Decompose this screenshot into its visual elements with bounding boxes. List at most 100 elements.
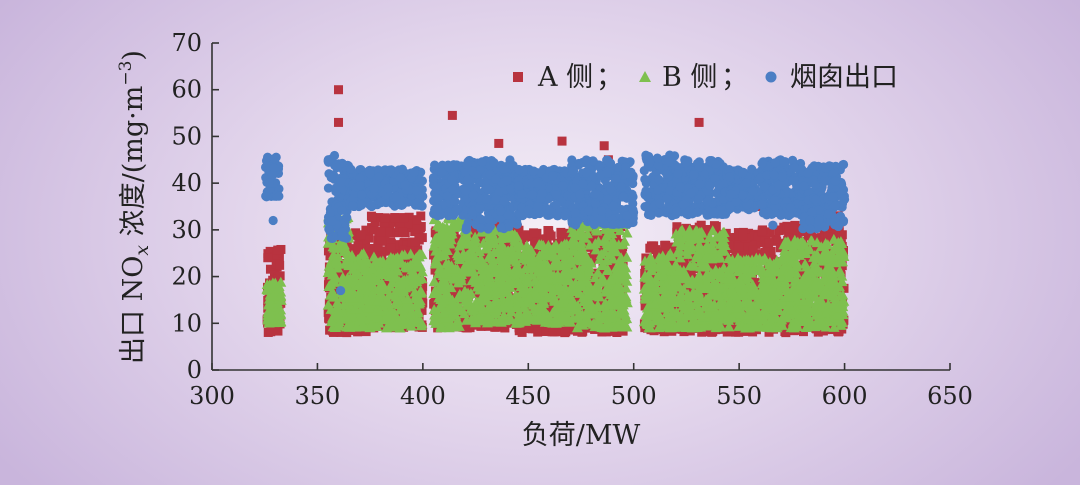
series-1-point-657	[458, 308, 470, 319]
series-1-point-726	[433, 229, 445, 240]
series-1-point-2002	[707, 236, 719, 247]
series-1-point-1280	[558, 257, 570, 268]
series-0-point-2610	[494, 138, 504, 148]
series-0-point-1283	[541, 326, 551, 336]
series-1-point-821	[489, 280, 501, 291]
series-1-point-950	[496, 302, 508, 313]
series-1-point-2269	[768, 260, 780, 271]
series-1-point-1577	[600, 306, 612, 317]
series-1-point-1524	[565, 298, 577, 309]
series-1-point-963	[480, 293, 492, 304]
series-0-point-2529	[839, 283, 849, 293]
series-0-point-476	[404, 212, 414, 222]
series-1-point-982	[484, 302, 496, 313]
series-1-point-2009	[700, 252, 712, 263]
series-1-point-1522	[569, 245, 581, 256]
series-1-point-999	[482, 311, 494, 322]
series-1-point-733	[440, 288, 452, 299]
series-1-point-1216	[559, 289, 571, 300]
series-0-point-654	[430, 265, 440, 275]
series-1-point-1725	[650, 281, 662, 292]
series-1-point-1201	[549, 304, 561, 315]
series-0-point-2050	[766, 246, 776, 256]
series-1-point-1965	[674, 281, 686, 292]
series-1-point-1269	[539, 316, 551, 327]
series-1-point-2292	[729, 289, 741, 300]
series-1-point-543	[373, 266, 385, 277]
series-1-point-673	[429, 311, 441, 322]
series-1-point-728	[448, 273, 460, 284]
series-1-point-1005	[469, 242, 481, 253]
series-1-point-528	[349, 303, 361, 314]
series-0-point-1242	[523, 230, 533, 240]
series-1-point-993	[499, 315, 511, 326]
series-1-point-1255	[537, 296, 549, 307]
series-0-point-553	[418, 281, 428, 291]
series-1-point-670	[433, 263, 445, 274]
series-1-point-1520	[583, 266, 595, 277]
series-0-point-565	[412, 215, 422, 225]
series-1-point-1569	[615, 260, 627, 271]
series-1-point-727	[431, 251, 443, 262]
series-1-point-1583	[567, 284, 579, 295]
series-0-point-921	[476, 235, 486, 245]
series-1-point-2160	[725, 310, 737, 321]
series-0-point-2594	[781, 328, 791, 338]
series-1-point-185	[333, 318, 345, 329]
series-1-point-1998	[677, 300, 689, 311]
series-0-point-2204	[764, 327, 774, 337]
series-0-point-537	[380, 213, 390, 223]
series-0-point-533	[365, 251, 375, 261]
series-1-point-522	[346, 320, 358, 331]
series-1-point-62	[275, 289, 287, 300]
series-1-point-1259	[538, 278, 550, 289]
series-1-point-510	[394, 304, 406, 315]
series-1-point-566	[360, 292, 372, 303]
series-1-point-168	[328, 291, 340, 302]
series-1-point-1556	[569, 254, 581, 265]
series-0-point-2260	[750, 278, 760, 288]
series-1-point-1281	[539, 243, 551, 254]
series-1-point-1982	[677, 240, 689, 251]
series-0-point-267	[356, 230, 366, 240]
series-1-point-2020	[679, 318, 691, 329]
series-1-point-1732	[644, 277, 656, 288]
series-0-point-676	[446, 289, 456, 299]
series-1-point-1740	[654, 319, 666, 330]
series-1-point-2021	[704, 289, 716, 300]
series-1-point-161	[323, 260, 335, 271]
series-0-point-2236	[767, 254, 777, 264]
series-0-point-2345	[811, 233, 821, 243]
series-1-point-1953	[687, 274, 699, 285]
series-1-point-45	[274, 303, 286, 314]
series-1-point-2248	[758, 280, 770, 291]
series-1-point-538	[386, 268, 398, 279]
series-1-point-703	[441, 264, 453, 275]
series-1-point-2014	[675, 289, 687, 300]
series-0-point-534	[376, 235, 386, 245]
series-1-point-558	[383, 309, 395, 320]
series-1-point-1550	[576, 251, 588, 262]
series-1-point-2298	[749, 286, 761, 297]
series-1-point-943	[497, 277, 509, 288]
series-1-point-1207	[540, 249, 552, 260]
series-1-point-1276	[536, 266, 548, 277]
series-0-point-535	[376, 227, 386, 237]
series-1-point-1224	[552, 256, 564, 267]
series-0-point-505	[410, 227, 420, 237]
series-0-point-1222	[546, 231, 556, 241]
series-1-point-1956	[676, 225, 688, 236]
series-1-point-556	[373, 282, 385, 293]
series-1-point-2291	[742, 271, 754, 282]
series-1-point-1273	[523, 291, 535, 302]
series-1-point-1580	[589, 321, 601, 332]
series-1-point-1555	[602, 286, 614, 297]
series-0-point-2612	[599, 141, 609, 151]
series-1-point-2006	[694, 309, 706, 320]
series-0-point-200	[324, 313, 334, 323]
series-0-point-2475	[806, 230, 816, 240]
series-1-point-1533	[603, 225, 615, 236]
series-0-point-182	[361, 225, 371, 235]
series-1-point-2173	[723, 321, 735, 332]
series-1-point-997	[459, 295, 471, 306]
